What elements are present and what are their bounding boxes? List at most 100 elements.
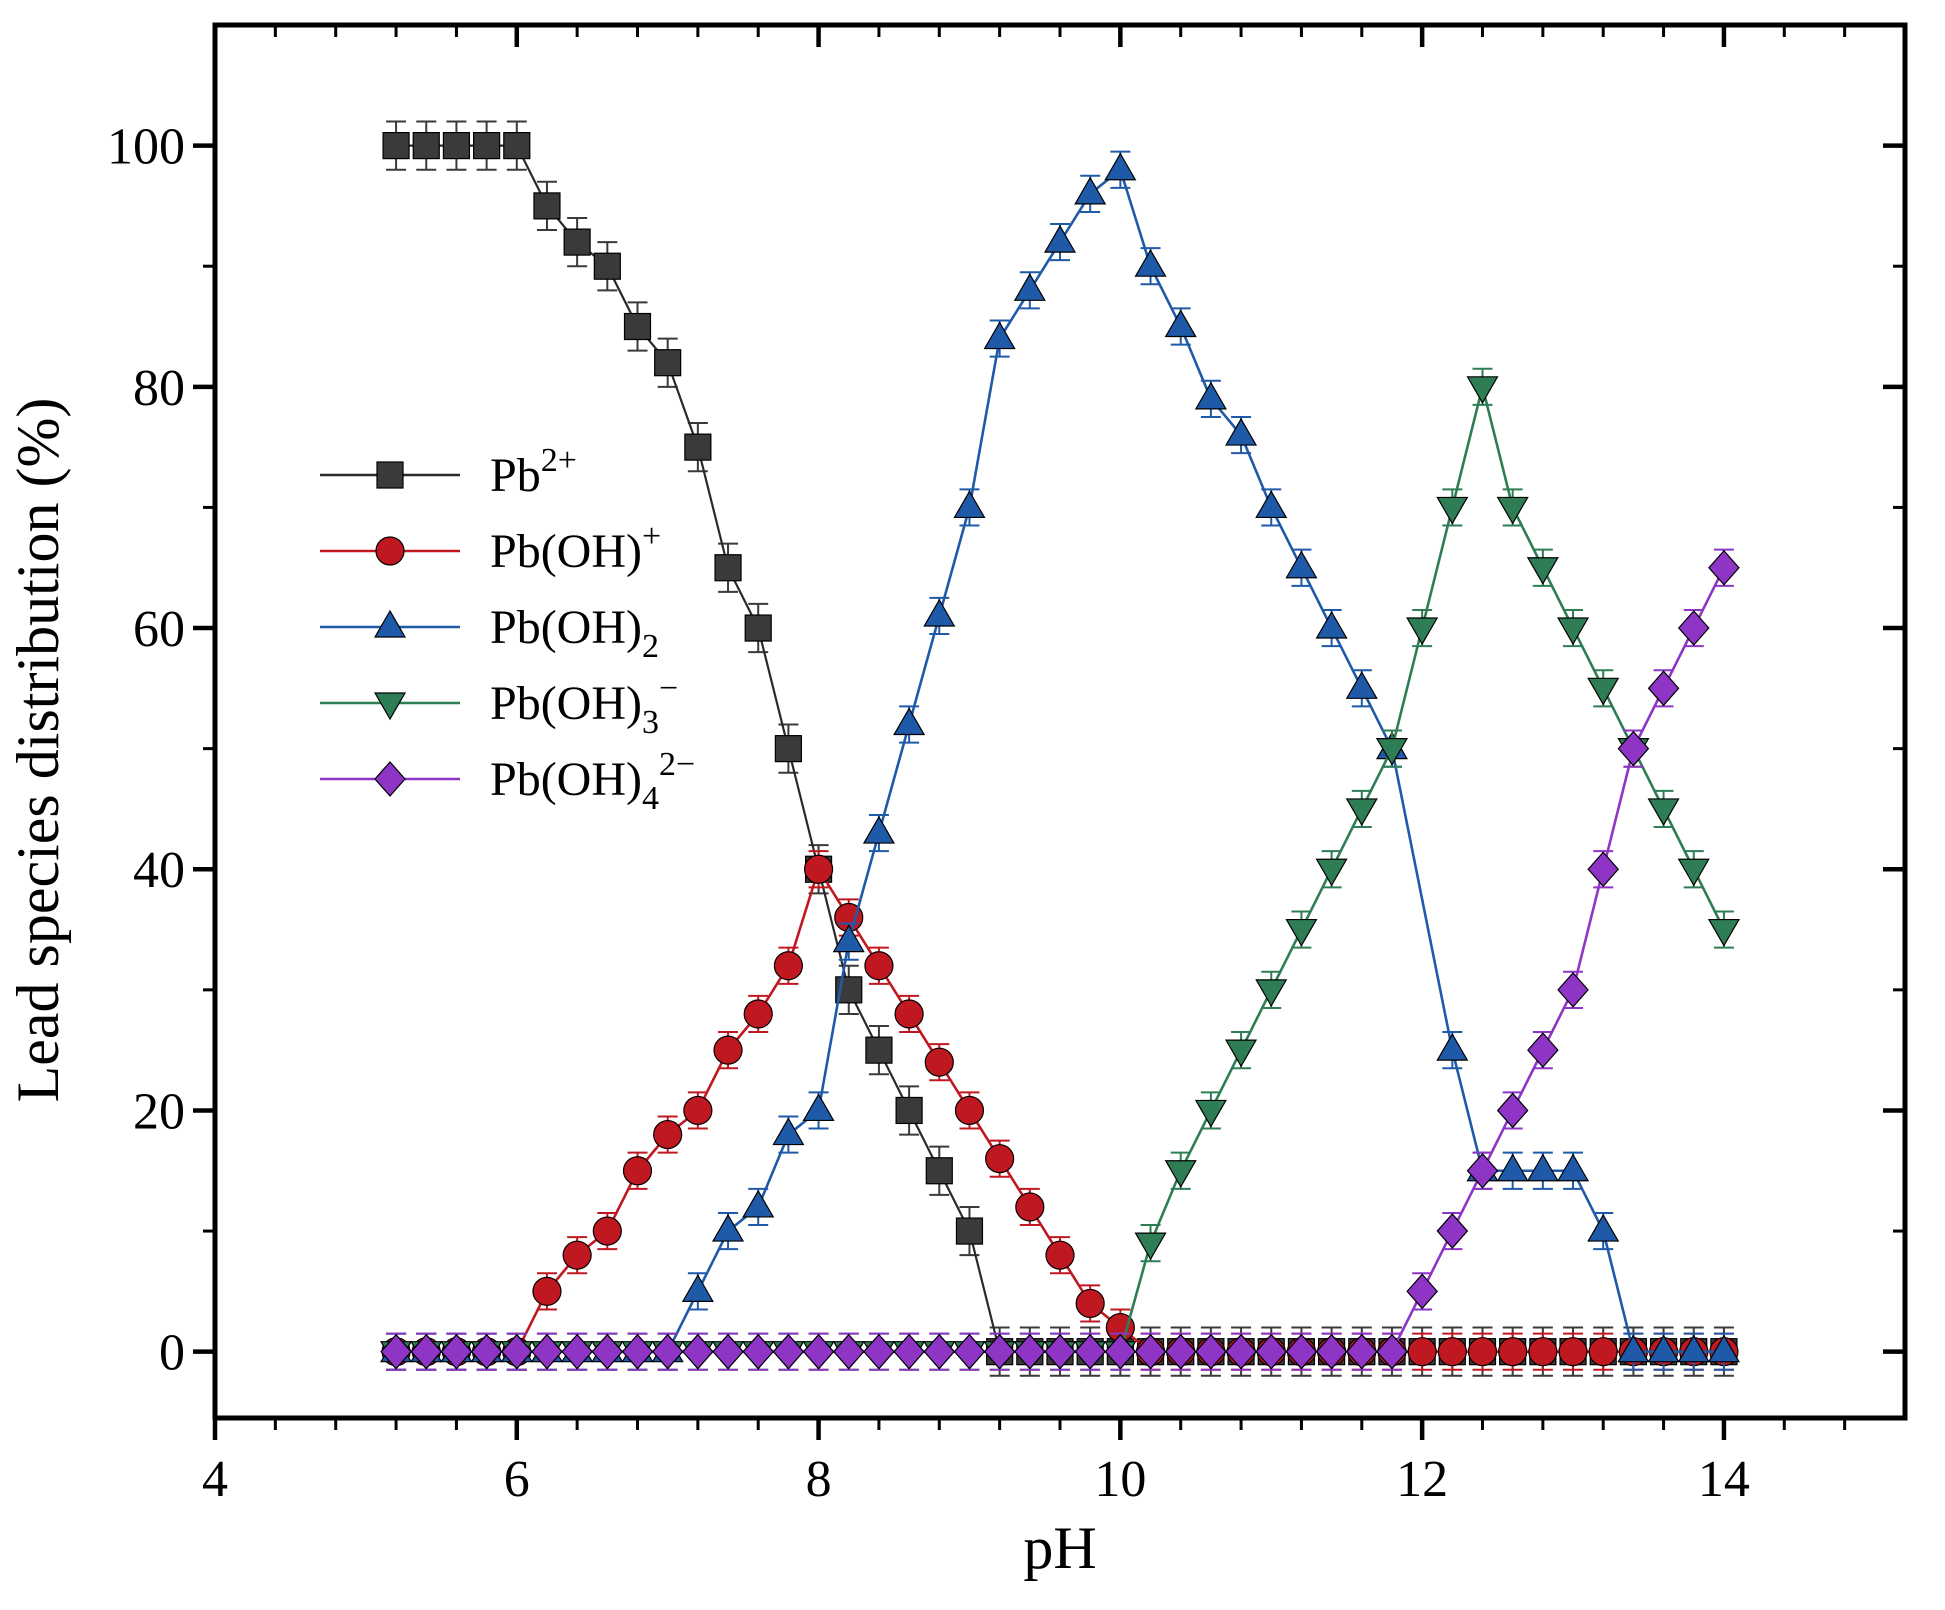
circle-marker	[1075, 1288, 1105, 1319]
circle-marker	[1528, 1337, 1558, 1367]
legend-item-pboh3_minus: Pb(OH)3−	[320, 670, 678, 741]
series-pboh4_2minus	[380, 548, 1740, 1371]
legend-label-pboh4_2minus: Pb(OH)42−	[490, 746, 695, 817]
circle-marker	[1498, 1337, 1528, 1367]
error-bars-pb2plus	[386, 120, 1734, 1377]
triangle-up-marker	[1617, 1334, 1650, 1363]
circle-marker	[773, 951, 803, 981]
diamond-marker	[410, 1333, 443, 1370]
triangle-up-marker	[1074, 176, 1107, 205]
diamond-marker	[1255, 1333, 1288, 1370]
diamond-marker	[1044, 1333, 1076, 1370]
y-tick-label: 20	[133, 1083, 185, 1140]
diamond-marker	[1647, 670, 1680, 707]
triangle-up-marker	[742, 1189, 775, 1218]
triangle-up-marker	[983, 321, 1016, 350]
square-marker	[714, 554, 742, 582]
triangle-down-marker	[1375, 738, 1409, 766]
diamond-marker	[863, 1333, 895, 1370]
circle-marker	[713, 1035, 743, 1065]
triangle-up-marker	[1104, 152, 1137, 181]
diamond-marker	[531, 1333, 563, 1370]
square-marker	[563, 228, 591, 256]
diamond-marker	[1195, 1333, 1227, 1370]
legend: Pb2+ Pb(OH)+ Pb(OH)2Pb(OH)3−Pb(OH)42−	[320, 442, 695, 817]
circle-marker	[592, 1216, 622, 1246]
triangle-up-marker	[681, 1274, 714, 1302]
square-marker	[865, 1036, 893, 1064]
diamond-marker	[712, 1333, 744, 1370]
diamond-marker	[742, 1333, 775, 1370]
triangle-up-marker	[953, 490, 986, 519]
circle-marker	[924, 1047, 954, 1077]
triangle-up-marker	[1225, 417, 1258, 446]
diamond-marker	[983, 1333, 1016, 1370]
diamond-marker	[1345, 1333, 1378, 1370]
diamond-marker	[772, 1333, 805, 1370]
square-marker	[684, 433, 712, 461]
triangle-up-marker	[1255, 490, 1288, 519]
x-tick-label: 6	[504, 1451, 530, 1508]
circle-marker	[894, 999, 924, 1029]
legend-item-pboh2: Pb(OH)2	[320, 601, 659, 665]
square-marker	[654, 349, 682, 377]
diamond-marker	[1285, 1333, 1318, 1370]
square-marker	[925, 1157, 953, 1185]
triangle-up-marker	[832, 924, 865, 953]
circle-marker	[803, 854, 834, 884]
diamond-marker	[1527, 1032, 1559, 1069]
triangle-up-marker	[923, 598, 956, 627]
series-pb2plus	[382, 120, 1738, 1377]
diamond-marker	[1225, 1333, 1257, 1370]
circle-marker	[985, 1144, 1015, 1174]
circle-marker	[954, 1095, 985, 1126]
series-pboh3_minus	[380, 367, 1740, 1371]
diamond-marker	[893, 1333, 925, 1370]
triangle-down-marker	[1164, 1160, 1197, 1188]
triangle-down-marker	[1134, 1232, 1167, 1261]
diamond-marker	[621, 1333, 654, 1370]
triangle-up-marker	[1194, 381, 1227, 410]
diamond-marker	[380, 1333, 412, 1370]
square-marker	[442, 132, 471, 160]
triangle-up-marker	[1677, 1334, 1710, 1363]
circle-marker	[1407, 1337, 1437, 1367]
circle-marker	[1467, 1337, 1498, 1367]
triangle-up-marker	[1285, 550, 1318, 579]
square-marker	[412, 132, 440, 160]
triangle-down-marker	[1587, 677, 1620, 706]
legend-label-pboh_plus: Pb(OH)+	[490, 518, 661, 578]
x-tick-label: 10	[1094, 1451, 1146, 1508]
triangle-down-marker	[1255, 979, 1288, 1008]
diamond-marker	[1074, 1333, 1106, 1370]
triangle-down-marker	[1647, 798, 1680, 827]
circle-marker	[622, 1156, 653, 1186]
diamond-marker	[1014, 1333, 1046, 1370]
triangle-up-marker	[772, 1117, 805, 1146]
triangle-down-marker	[1194, 1099, 1227, 1128]
diamond-marker	[1134, 1333, 1167, 1370]
legend-label-pboh2: Pb(OH)2	[490, 601, 659, 665]
diamond-marker	[1376, 1333, 1408, 1370]
circle-marker	[683, 1095, 713, 1126]
diamond-marker	[1164, 1333, 1197, 1370]
diamond-marker	[500, 1333, 533, 1370]
diamond-marker	[440, 1333, 473, 1370]
y-tick-label: 60	[133, 601, 185, 658]
square-marker	[473, 132, 501, 160]
diamond-marker	[591, 1333, 624, 1370]
diamond-marker	[1557, 971, 1589, 1008]
triangle-up-marker	[862, 815, 895, 844]
circle-marker	[743, 999, 773, 1029]
x-tick-label: 8	[806, 1451, 832, 1508]
triangle-down-marker	[1526, 557, 1559, 585]
series-pboh_plus	[381, 850, 1739, 1371]
circle-marker	[653, 1119, 683, 1150]
diamond-marker	[1708, 549, 1740, 586]
x-axis-title: pH	[1023, 1515, 1096, 1581]
diamond-marker	[1587, 851, 1620, 888]
y-tick-label: 40	[133, 842, 185, 899]
x-tick-label: 4	[202, 1451, 228, 1508]
